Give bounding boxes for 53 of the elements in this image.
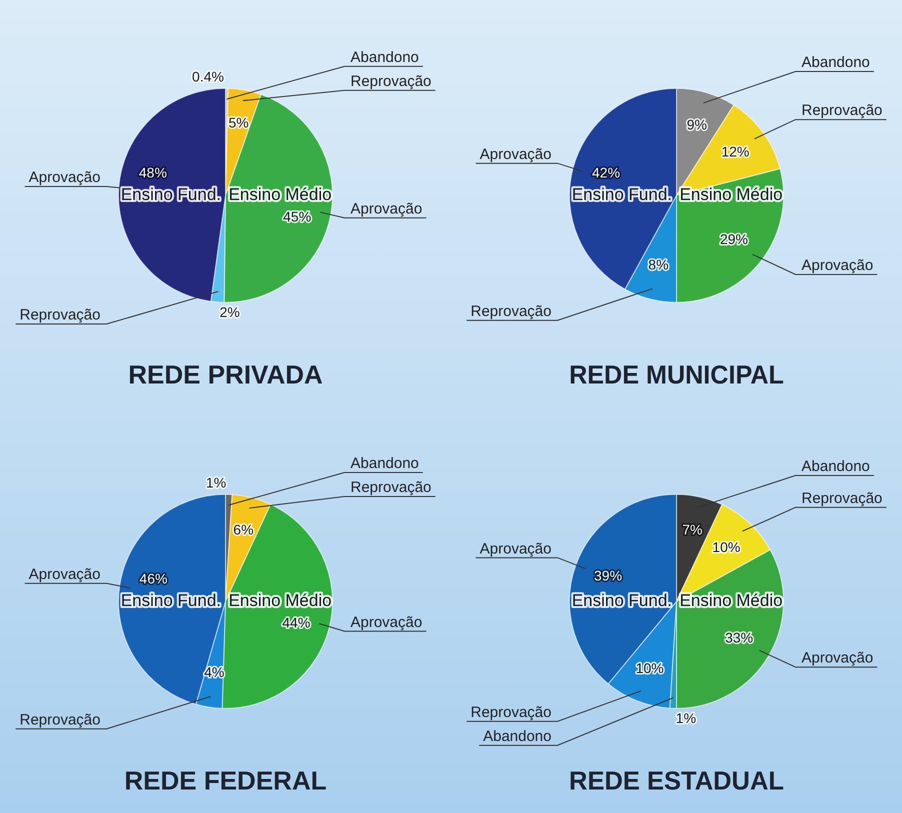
data-label: 7% xyxy=(682,521,702,538)
text: Ensino Médio xyxy=(680,591,783,610)
slice-label: Aprovação xyxy=(480,540,552,558)
data-label: 45% xyxy=(283,208,312,224)
text: Ensino Médio xyxy=(228,185,332,204)
slice-label: Abandono xyxy=(350,49,419,66)
data-label: 0.4% xyxy=(192,68,224,84)
slice-label: Reprovação xyxy=(20,306,100,324)
slice-label: Reprovação xyxy=(802,102,882,120)
data-label: 1% xyxy=(676,710,696,726)
data-label: 12% xyxy=(721,143,750,160)
slice-label: Aprovação xyxy=(802,650,874,667)
text: REDE ESTADUAL xyxy=(569,767,784,796)
text: Ensino Fund. xyxy=(572,185,672,204)
slice-label: Aprovação xyxy=(28,169,100,186)
slice-label: Abandono xyxy=(350,455,419,472)
data-label: 8% xyxy=(648,256,669,273)
slice-label: Reprovação xyxy=(470,302,552,320)
data-label: 44% xyxy=(282,614,310,630)
text: Ensino Médio xyxy=(680,185,783,204)
data-label: 46% xyxy=(139,570,168,586)
data-label: 10% xyxy=(712,539,740,556)
data-label: 39% xyxy=(594,568,622,584)
slice-label: Aprovação xyxy=(350,614,422,631)
data-label: 1% xyxy=(206,474,226,490)
slice-label: Aprovação xyxy=(802,257,874,274)
text: REDE PRIVADA xyxy=(128,360,323,390)
data-label: 48% xyxy=(138,164,167,180)
text: REDE FEDERAL xyxy=(124,766,327,796)
text: Ensino Fund. xyxy=(120,591,222,610)
slice-label: Reprovação xyxy=(802,490,882,508)
slice-label: Abandono xyxy=(802,458,870,476)
data-label: 10% xyxy=(636,660,664,676)
data-label: 33% xyxy=(725,629,754,646)
text: Ensino Fund. xyxy=(572,591,672,610)
data-label: 6% xyxy=(233,522,254,538)
text: REDE MUNICIPAL xyxy=(569,361,784,390)
data-label: 29% xyxy=(720,230,748,247)
data-label: 5% xyxy=(228,114,249,131)
slice-label: Reprovação xyxy=(350,73,432,90)
slice-label: Reprovação xyxy=(350,479,432,496)
slice-label: Aprovação xyxy=(28,566,100,584)
slice-label: Reprovação xyxy=(20,711,100,728)
slice-label: Reprovação xyxy=(470,704,552,721)
slice-label: Aprovação xyxy=(480,146,552,163)
slice-label: Abandono xyxy=(802,54,870,72)
slice-label: Aprovação xyxy=(350,200,422,218)
slice-label: Abandono xyxy=(483,728,552,745)
text: Ensino Médio xyxy=(228,591,332,610)
data-label: 9% xyxy=(686,116,707,132)
data-label: 2% xyxy=(220,304,240,320)
data-label: 42% xyxy=(592,164,620,180)
text: Ensino Fund. xyxy=(120,185,222,204)
